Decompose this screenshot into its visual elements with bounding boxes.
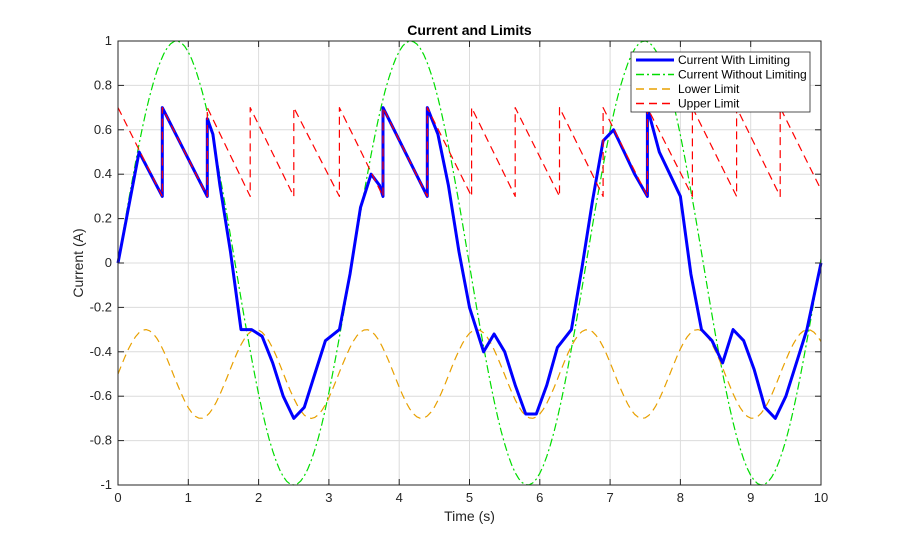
y-tick-label: -0.8	[90, 433, 112, 448]
y-tick-label: 1	[105, 33, 112, 48]
x-tick-label: 0	[114, 490, 121, 505]
x-tick-label: 3	[325, 490, 332, 505]
y-tick-label: -1	[100, 477, 112, 492]
legend-label-upper-limit: Upper Limit	[678, 97, 740, 111]
x-tick-label: 5	[466, 490, 473, 505]
x-tick-label: 2	[255, 490, 262, 505]
x-tick-label: 6	[536, 490, 543, 505]
series-line-lower-limit	[117, 329, 822, 419]
y-tick-label: -0.2	[90, 299, 112, 314]
x-tick-label: 4	[396, 490, 403, 505]
y-tick-label: 0.4	[94, 166, 112, 181]
legend-label-current-without-limiting: Current Without Limiting	[678, 68, 807, 82]
y-axis-label: Current (A)	[70, 228, 86, 297]
x-tick-label: 9	[747, 490, 754, 505]
x-tick-label: 7	[606, 490, 613, 505]
series-group	[116, 40, 823, 486]
x-tick-label: 8	[677, 490, 684, 505]
x-axis-label: Time (s)	[444, 508, 495, 524]
y-tick-label: -0.4	[90, 344, 112, 359]
series-line-upper-limit	[117, 106, 822, 197]
y-tick-label: 0.6	[94, 122, 112, 137]
ticks: 0 1 2 3 4 5 6 7 8 9 10 -1 -0.8 -0.6 -0.4 -0.2 0 0.2 0.4 0.6…	[90, 33, 829, 505]
chart-title: Current and Limits	[407, 22, 532, 38]
x-tick-label: 1	[185, 490, 192, 505]
legend-label-current-with-limiting: Current With Limiting	[678, 53, 790, 67]
y-tick-label: 0	[105, 255, 112, 270]
series-line-current-with-limiting	[116, 106, 823, 420]
legend-box	[630, 51, 811, 113]
y-tick-label: 0.2	[94, 211, 112, 226]
series-line-current-without-limiting	[117, 40, 822, 486]
y-tick-label: 0.8	[94, 77, 112, 92]
legend-label-lower-limit: Lower Limit	[678, 82, 740, 96]
x-tick-label: 10	[814, 490, 828, 505]
y-tick-label: -0.6	[90, 388, 112, 403]
